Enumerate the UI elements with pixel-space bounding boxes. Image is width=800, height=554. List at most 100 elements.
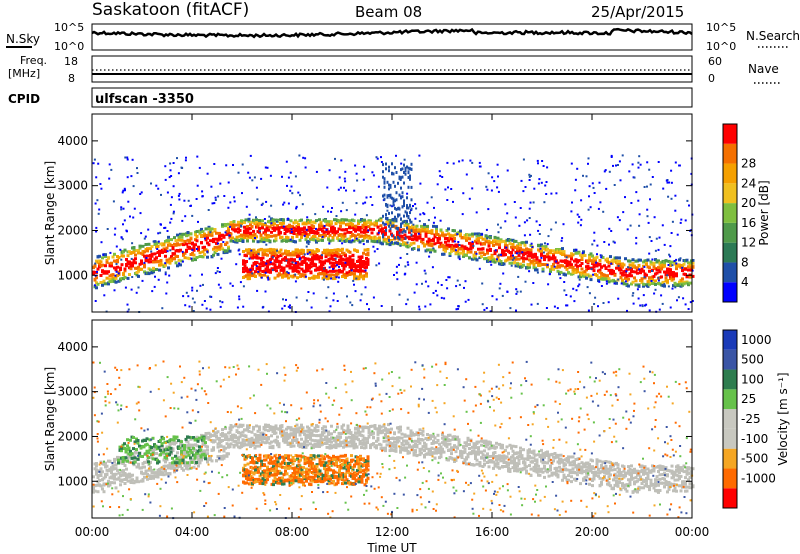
power-mark — [460, 244, 464, 248]
power-mark — [625, 279, 629, 283]
power-mark — [361, 223, 365, 227]
velocity-mark — [95, 470, 98, 474]
power-mark — [265, 225, 269, 229]
power-mark — [404, 210, 407, 214]
power-mark — [429, 238, 432, 242]
power-mark — [207, 225, 211, 229]
power-mark — [249, 253, 253, 257]
power-mark — [158, 268, 161, 272]
power-mark — [272, 254, 275, 258]
power-mark — [181, 250, 184, 253]
power-mark — [95, 176, 98, 179]
power-mark — [397, 226, 399, 230]
power-mark — [545, 307, 548, 309]
velocity-mark — [95, 468, 98, 472]
power-mark — [399, 228, 402, 232]
power-mark — [631, 261, 635, 265]
power-mark — [561, 264, 564, 268]
power-mark — [414, 232, 417, 236]
power-mark — [408, 230, 411, 234]
velocity-mark — [406, 434, 410, 438]
power-mark — [645, 285, 648, 287]
power-mark — [167, 239, 170, 243]
power-mark — [687, 283, 690, 287]
power-mark — [366, 248, 370, 251]
power-colorbar-tick: 4 — [741, 275, 749, 289]
power-mark — [545, 193, 548, 195]
velocity-mark — [221, 434, 224, 438]
power-mark — [335, 274, 338, 278]
power-mark — [191, 241, 194, 245]
power-mark — [378, 236, 381, 240]
power-mark — [392, 200, 395, 204]
velocity-mark — [415, 454, 419, 457]
power-mark — [666, 181, 669, 184]
velocity-mark — [348, 428, 351, 432]
power-mark — [433, 235, 437, 239]
power-mark — [337, 188, 340, 191]
power-mark — [259, 233, 263, 237]
power-mark — [293, 274, 296, 278]
velocity-mark — [319, 436, 323, 440]
power-mark — [684, 267, 687, 271]
power-mark — [212, 237, 215, 241]
power-mark — [231, 284, 234, 287]
power-mark — [349, 240, 353, 244]
power-mark — [268, 239, 272, 243]
power-colorbar-label: Power [dB] — [757, 180, 771, 245]
velocity-mark — [113, 481, 116, 485]
power-mark — [391, 211, 393, 215]
power-mark — [185, 242, 188, 246]
power-mark — [397, 235, 399, 239]
power-mark — [201, 190, 204, 193]
power-mark — [261, 202, 264, 205]
power-mark — [575, 289, 578, 292]
power-mark — [141, 279, 144, 282]
power-mark — [166, 230, 169, 232]
power-mark — [628, 170, 631, 173]
power-mark — [520, 248, 524, 252]
power-mark — [169, 221, 172, 224]
velocity-mark — [282, 431, 285, 435]
power-mark — [599, 201, 602, 204]
velocity-mark — [198, 460, 202, 464]
power-mark — [330, 220, 333, 224]
power-mark — [407, 171, 410, 175]
power-mark — [258, 219, 261, 222]
power-mark — [586, 286, 589, 289]
power-mark — [184, 159, 187, 162]
power-mark — [384, 223, 387, 226]
power-mark — [662, 187, 665, 190]
velocity-mark — [107, 479, 110, 483]
power-mark — [664, 276, 668, 280]
power-mark — [281, 252, 284, 256]
power-mark — [314, 263, 317, 267]
power-mark — [403, 204, 405, 207]
power-mark — [401, 230, 404, 234]
power-mark — [490, 189, 493, 192]
power-mark — [684, 219, 687, 222]
power-mark — [471, 161, 474, 164]
power-mark — [346, 222, 350, 226]
power-mark — [597, 279, 600, 283]
power-mark — [271, 256, 274, 259]
power-mark — [389, 183, 392, 187]
power-mark — [671, 264, 674, 267]
power-mark — [415, 207, 418, 210]
power-mark — [667, 273, 671, 277]
velocity-mark — [394, 446, 398, 450]
velocity-mark — [162, 473, 166, 477]
power-mark — [201, 230, 205, 234]
power-mark — [155, 184, 158, 187]
power-mark — [453, 240, 456, 243]
power-mark — [510, 264, 513, 267]
power-mark — [517, 257, 521, 261]
velocity-mark — [215, 459, 218, 463]
power-mark — [248, 257, 251, 260]
power-mark — [287, 258, 290, 262]
power-mark — [150, 250, 153, 253]
power-mark — [335, 215, 338, 217]
power-mark — [362, 243, 365, 246]
power-mark — [535, 268, 539, 272]
power-mark — [323, 276, 326, 280]
